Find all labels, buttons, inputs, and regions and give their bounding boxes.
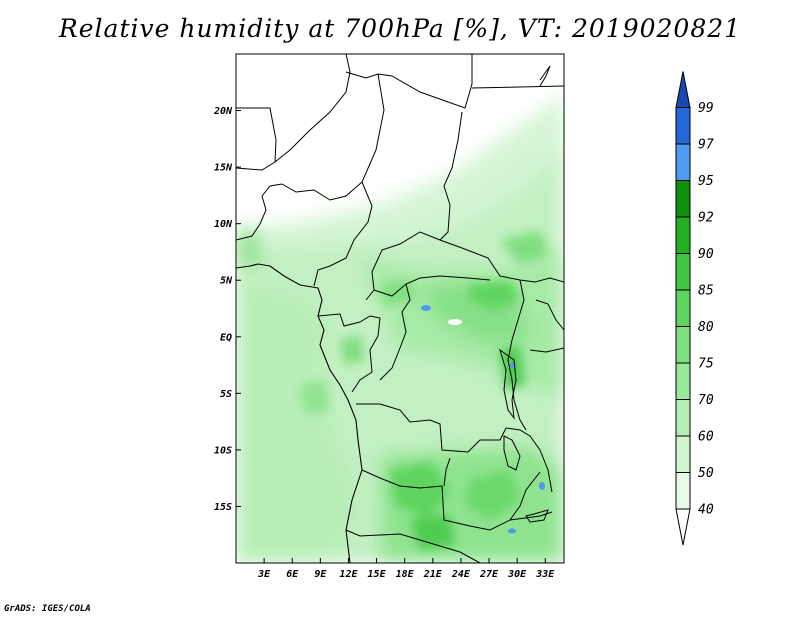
colorbar-label: 99 (698, 101, 714, 116)
colorbar-lower-triangle (675, 508, 691, 546)
y-tick-label: 5N (220, 276, 233, 287)
y-axis: 20N 15N 10N 5N EQ 5S 10S 15S (213, 106, 241, 513)
colorbar-upper-triangle (675, 71, 691, 108)
map-frame (235, 53, 565, 564)
colorbar: 40 50 60 70 75 80 85 90 92 95 97 99 (675, 71, 714, 546)
x-tick-label: 15E (368, 569, 387, 580)
colorbar-label: 75 (698, 357, 714, 372)
colorbar-box (675, 216, 691, 254)
x-tick-label: 18E (396, 569, 415, 580)
country-borders (236, 54, 564, 563)
y-tick-label: 5S (220, 389, 232, 400)
colorbar-box (675, 435, 691, 473)
y-tick-label: EQ (220, 332, 232, 343)
colorbar-label: 70 (698, 393, 714, 408)
colorbar-box (675, 253, 691, 291)
humidity-shading (236, 54, 564, 563)
colorbar-label: 97 (698, 138, 714, 153)
colorbar-box (675, 143, 691, 181)
x-axis: 3E 6E 9E 12E 15E 18E 21E 24E 27E 30E 33E (257, 558, 555, 580)
colorbar-label: 40 (698, 503, 714, 518)
x-tick-label: 12E (339, 569, 358, 580)
colorbar-label: 80 (698, 320, 714, 335)
credit-label: GrADS: IGES/COLA (4, 604, 91, 614)
y-tick-label: 10N (214, 219, 233, 230)
colorbar-box (675, 180, 691, 218)
x-tick-label: 6E (286, 569, 299, 580)
colorbar-label: 60 (698, 430, 714, 445)
colorbar-label: 90 (698, 247, 714, 262)
colorbar-label: 50 (698, 466, 714, 481)
x-tick-label: 27E (479, 569, 499, 580)
colorbar-label: 85 (698, 284, 714, 299)
y-tick-label: 10S (214, 445, 232, 456)
x-tick-label: 24E (451, 569, 471, 580)
x-tick-label: 3E (257, 569, 271, 580)
x-tick-label: 30E (507, 569, 527, 580)
y-tick-label: 15N (214, 163, 233, 174)
y-tick-label: 20N (213, 106, 233, 117)
colorbar-label: 92 (698, 211, 714, 226)
colorbar-label: 95 (698, 174, 714, 189)
colorbar-box (675, 326, 691, 364)
x-tick-label: 21E (423, 569, 443, 580)
colorbar-box (675, 472, 691, 510)
colorbar-box (675, 362, 691, 400)
colorbar-box (675, 289, 691, 327)
y-tick-label: 15S (214, 502, 232, 513)
x-tick-label: 33E (535, 569, 555, 580)
coastline (236, 263, 363, 563)
map-title: Relative humidity at 700hPa [%], VT: 201… (58, 14, 742, 43)
colorbar-box (675, 107, 691, 145)
colorbar-box (675, 399, 691, 437)
x-tick-label: 9E (314, 569, 327, 580)
